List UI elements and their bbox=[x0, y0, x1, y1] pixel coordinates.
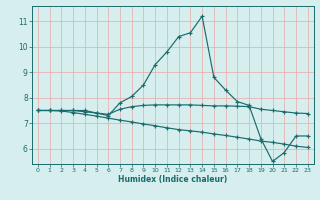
X-axis label: Humidex (Indice chaleur): Humidex (Indice chaleur) bbox=[118, 175, 228, 184]
